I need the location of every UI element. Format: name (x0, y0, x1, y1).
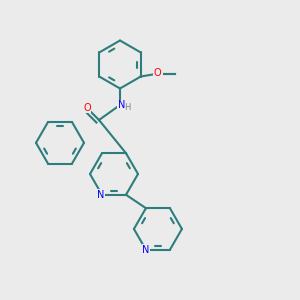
Text: O: O (155, 68, 163, 79)
Text: N: N (97, 190, 104, 200)
Text: N: N (118, 100, 125, 110)
Text: O: O (154, 68, 161, 79)
Text: N: N (142, 245, 150, 255)
Text: O: O (83, 103, 91, 113)
Text: H: H (124, 103, 131, 112)
